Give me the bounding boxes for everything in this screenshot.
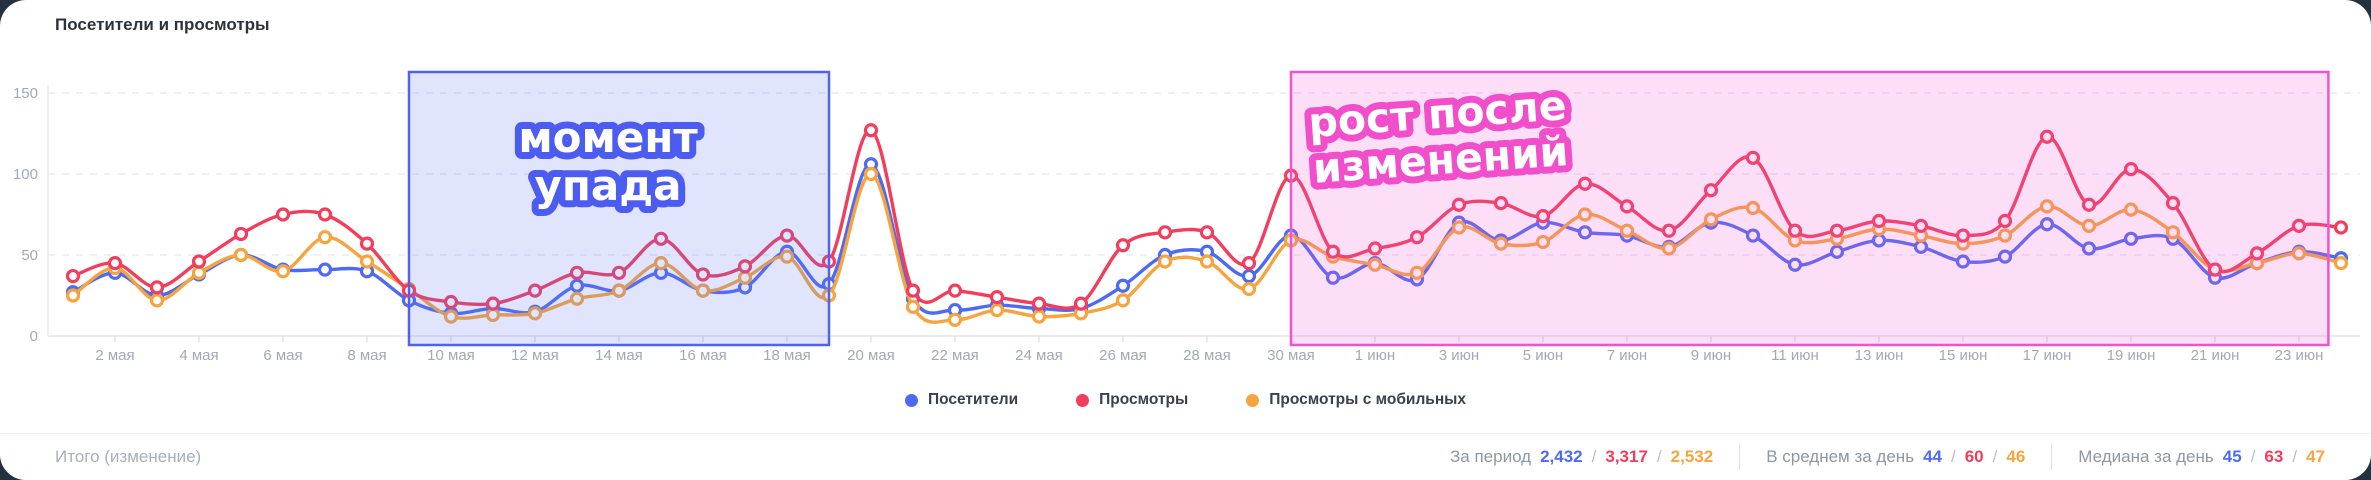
svg-text:5 июн: 5 июн bbox=[1523, 347, 1563, 364]
stat-label: Медиана за день bbox=[2078, 447, 2214, 466]
totals-stats: За период 2,432 / 3,317 / 2,532 В средне… bbox=[1450, 444, 2325, 470]
svg-text:9 июн: 9 июн bbox=[1691, 347, 1731, 364]
stat-label: За период bbox=[1450, 447, 1532, 466]
totals-footer: Итого (изменение) За период 2,432 / 3,31… bbox=[0, 433, 2371, 480]
svg-text:8 мая: 8 мая bbox=[347, 347, 386, 364]
svg-text:3 июн: 3 июн bbox=[1439, 347, 1479, 364]
svg-text:24 мая: 24 мая bbox=[1015, 347, 1063, 364]
stat-value-views: 63 bbox=[2264, 447, 2284, 466]
stat-value-mobile: 47 bbox=[2306, 447, 2325, 466]
svg-text:10 мая: 10 мая bbox=[427, 347, 475, 364]
divider bbox=[1739, 444, 1741, 470]
legend-item-views[interactable]: Просмотры bbox=[1076, 391, 1188, 409]
svg-text:16 мая: 16 мая bbox=[679, 347, 727, 364]
stat-value-views: 60 bbox=[1964, 447, 1984, 466]
svg-text:11 июн: 11 июн bbox=[1771, 347, 1819, 364]
svg-text:6 мая: 6 мая bbox=[263, 347, 302, 364]
svg-text:50: 50 bbox=[21, 247, 38, 264]
separator: / bbox=[2292, 447, 2298, 466]
stat-value-mobile: 2,532 bbox=[1670, 447, 1714, 466]
svg-text:22 мая: 22 мая bbox=[931, 347, 979, 364]
stat-value-visitors: 45 bbox=[2222, 447, 2242, 466]
stat-label: В среднем за день bbox=[1766, 447, 1915, 466]
stat-group-period: За период 2,432 / 3,317 / 2,532 bbox=[1450, 447, 1713, 467]
divider bbox=[2051, 444, 2053, 470]
svg-text:100: 100 bbox=[13, 166, 38, 183]
visitors-dot-icon bbox=[904, 393, 918, 407]
separator: / bbox=[2250, 447, 2256, 466]
svg-text:19 июн: 19 июн bbox=[2107, 347, 2156, 364]
separator: / bbox=[1591, 447, 1597, 466]
svg-text:4 мая: 4 мая bbox=[179, 347, 218, 364]
legend-label: Просмотры bbox=[1099, 391, 1189, 408]
svg-text:0: 0 bbox=[30, 328, 38, 345]
svg-text:14 мая: 14 мая bbox=[595, 347, 643, 364]
svg-text:30 мая: 30 мая bbox=[1267, 347, 1315, 364]
separator: / bbox=[1950, 447, 1956, 466]
stat-group-daily-average: В среднем за день 44 / 60 / 46 bbox=[1766, 447, 2025, 467]
legend-label: Посетители bbox=[927, 391, 1019, 408]
svg-text:26 мая: 26 мая bbox=[1099, 347, 1147, 364]
svg-text:7 июн: 7 июн bbox=[1607, 347, 1647, 364]
legend-item-mobile-views[interactable]: Просмотры с мобильных bbox=[1246, 391, 1466, 409]
svg-text:момент: момент bbox=[518, 113, 698, 162]
stat-value-mobile: 46 bbox=[2006, 447, 2026, 466]
svg-text:12 мая: 12 мая bbox=[511, 347, 559, 364]
svg-text:1 июн: 1 июн bbox=[1355, 347, 1395, 364]
stat-value-visitors: 44 bbox=[1923, 447, 1942, 466]
views-dot-icon bbox=[1076, 393, 1090, 407]
svg-text:13 июн: 13 июн bbox=[1855, 347, 1904, 364]
svg-text:150: 150 bbox=[13, 85, 38, 102]
legend: Посетители Просмотры Просмотры с мобильн… bbox=[0, 388, 2371, 412]
svg-text:23 июн: 23 июн bbox=[2275, 347, 2324, 364]
totals-label: Итого (изменение) bbox=[55, 447, 202, 466]
stat-value-views: 3,317 bbox=[1605, 447, 1648, 466]
page-title: Посетители и просмотры bbox=[55, 15, 270, 34]
svg-text:21 июн: 21 июн bbox=[2191, 347, 2240, 364]
separator: / bbox=[1992, 447, 1998, 466]
mobile-views-dot-icon bbox=[1246, 393, 1260, 407]
svg-text:28 мая: 28 мая bbox=[1183, 347, 1231, 364]
svg-text:17 июн: 17 июн bbox=[2023, 347, 2072, 364]
legend-label: Просмотры с мобильных bbox=[1269, 391, 1467, 408]
svg-text:18 мая: 18 мая bbox=[763, 347, 811, 364]
stat-value-visitors: 2,432 bbox=[1540, 447, 1583, 466]
stat-group-daily-median: Медиана за день 45 / 63 / 47 bbox=[2078, 447, 2325, 467]
separator: / bbox=[1656, 447, 1662, 466]
svg-text:15 июн: 15 июн bbox=[1939, 347, 1988, 364]
svg-text:20 мая: 20 мая bbox=[847, 347, 895, 364]
legend-item-visitors[interactable]: Посетители bbox=[904, 391, 1019, 409]
svg-text:2 мая: 2 мая bbox=[95, 347, 134, 364]
svg-text:упада: упада bbox=[535, 161, 682, 210]
